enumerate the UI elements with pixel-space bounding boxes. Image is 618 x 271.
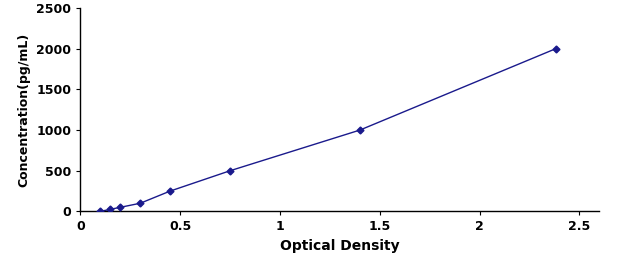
X-axis label: Optical Density: Optical Density: [280, 239, 400, 253]
Y-axis label: Concentration(pg/mL): Concentration(pg/mL): [18, 33, 31, 187]
